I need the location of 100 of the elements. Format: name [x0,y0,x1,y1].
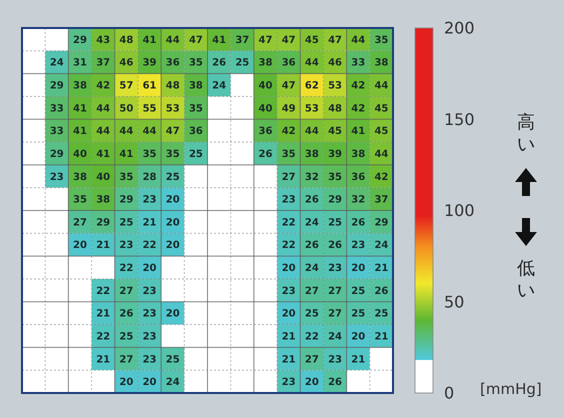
data-label: 38 [304,148,319,160]
data-label: 46 [119,58,134,69]
data-label: 21 [142,217,157,228]
data-label: 41 [142,34,157,46]
data-label: 44 [96,103,110,114]
data-label: 39 [328,148,342,160]
data-label: 45 [304,34,319,46]
data-label: 27 [304,354,319,366]
data-label: 29 [119,194,134,206]
data-label: 50 [119,103,134,114]
data-label: 41 [96,148,110,160]
data-label: 25 [328,217,342,228]
data-label: 29 [328,194,342,206]
data-label: 53 [328,80,342,92]
data-label: 42 [351,80,366,92]
data-label: 21 [374,331,388,342]
data-label: 38 [96,194,110,206]
data-label: 40 [258,80,272,92]
data-label: 22 [142,240,157,252]
data-label: 24 [212,80,226,92]
data-label: 22 [282,240,296,252]
data-label: 29 [73,34,87,46]
data-label: 26 [304,240,319,252]
data-label: 61 [142,80,157,92]
data-label: 62 [304,80,319,92]
data-label: 47 [188,34,203,46]
data-label: 21 [374,263,388,274]
data-label: 44 [374,148,388,160]
data-label: 22 [119,263,134,274]
data-label: 28 [142,172,157,183]
data-label: 38 [258,58,272,69]
data-label: 35 [119,172,134,183]
data-label: 25 [166,354,180,366]
data-label: 21 [96,354,110,366]
data-label: 44 [96,126,110,138]
data-label: 20 [282,308,296,320]
data-label: 25 [304,308,319,320]
data-label: 48 [119,34,134,46]
data-label: 27 [328,308,342,320]
data-label: 33 [351,58,366,69]
data-label: 20 [73,240,87,252]
data-label: 25 [235,58,250,69]
data-label: 23 [282,286,296,297]
data-label: 27 [304,286,319,297]
data-label: 26 [304,194,319,206]
data-label: 27 [119,354,134,366]
data-label: 20 [282,263,296,274]
color-bar-label: 0 [444,384,454,402]
data-label: 36 [282,58,296,69]
data-label: 27 [119,286,134,297]
data-label: 20 [351,331,366,342]
data-label: 41 [73,126,87,138]
data-label: 25 [119,331,134,342]
data-label: 29 [50,148,64,160]
data-label: 26 [374,286,388,297]
data-label: 23 [328,263,342,274]
color-bar-label: 150 [444,110,475,129]
data-label: 20 [119,377,134,388]
data-label: 29 [374,217,388,228]
data-label: 23 [50,172,64,183]
data-label: 29 [96,217,110,228]
data-label: 44 [166,34,180,46]
data-label: 36 [188,126,203,138]
data-label: 42 [351,103,366,114]
data-label: 21 [351,354,366,366]
data-label: 44 [374,80,388,92]
data-label: 35 [328,172,342,183]
data-label: 32 [351,194,366,206]
data-label: 23 [142,354,157,366]
data-label: 41 [351,126,366,138]
data-label: 44 [142,126,157,138]
data-label: 45 [374,103,388,114]
data-label: 23 [142,286,157,297]
data-label: 20 [142,377,157,388]
data-label: 24 [328,331,342,342]
data-label: 44 [304,126,319,138]
data-label: 47 [328,34,342,46]
data-label: 22 [282,217,296,228]
data-label: 39 [142,58,157,69]
data-label: 44 [304,58,319,69]
data-label: 25 [351,286,366,297]
data-label: 21 [282,354,296,366]
data-label: 23 [142,194,157,206]
data-label: 20 [142,263,157,274]
data-label: 29 [50,80,64,92]
data-label: 23 [282,194,296,206]
color-bar-label: 200 [444,18,475,38]
data-label: 35 [188,58,203,69]
data-label: 25 [351,308,366,320]
data-label: 25 [188,148,203,160]
data-label: 27 [73,217,87,228]
data-label: 57 [119,80,134,92]
data-label: 26 [328,377,342,388]
data-label: 24 [50,58,64,69]
data-label: 33 [50,126,64,138]
data-label: 38 [73,80,87,92]
data-label: 24 [304,217,319,228]
data-label: 42 [282,126,296,138]
data-label: 46 [328,58,342,69]
data-label: 47 [258,34,272,46]
